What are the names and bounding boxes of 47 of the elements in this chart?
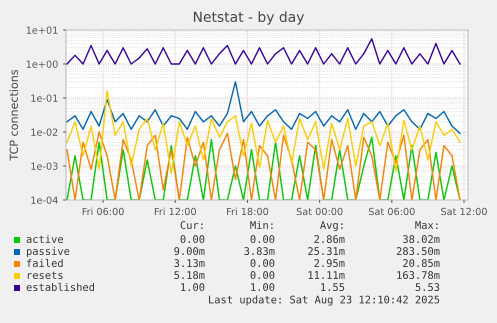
text: 3.83m [244,247,275,256]
text: 0.00 [250,271,274,280]
x-tick-label: Fri 06:00 [82,208,124,216]
legend-label: active [26,234,64,244]
text: 9.00m [174,247,205,256]
text: 1.55 [321,283,344,292]
y-tick-label: 1e-01 [31,94,58,102]
y-tick-label: 1e-04 [31,196,58,204]
text: Min: [250,220,272,229]
chart-title: Netstat - by day [194,11,304,25]
legend-label: resets [28,272,63,280]
text: 0.00 [250,235,274,244]
line-series [66,38,461,65]
text: 1.00 [181,283,204,292]
legend-label: established [26,282,94,292]
x-tick-label: Fri 18:00 [227,208,268,216]
y-tick-label: 1e+00 [26,60,58,68]
text: 20.85m [403,259,440,268]
text: Cur: [180,221,202,230]
text: 5.53 [416,283,440,292]
line-series [66,81,461,134]
text: 11.11m [308,271,345,279]
x-tick-label: Sat 00:00 [296,208,343,216]
text: 0.00 [180,235,204,244]
text: 25.31m [308,247,345,256]
text: 1.00 [251,283,274,292]
x-tick-label: Fri 12:00 [154,208,196,216]
text: Max: [415,221,438,230]
text: 2.86m [314,235,345,244]
line-series [66,90,461,174]
y-axis-title: TCP connections [9,70,18,161]
y-tick-label: 1e-03 [31,162,58,170]
x-tick-label: Sat 12:00 [441,208,487,216]
text: 2.95m [314,259,345,268]
legend-label: passive [26,246,70,258]
text: 163.78m [397,271,440,280]
text: 5.18m [174,271,205,280]
text: 38.02m [403,235,440,244]
y-tick-label: 1e+01 [26,26,58,34]
y-tick-label: 1e-02 [31,128,58,136]
legend-label: failed [26,258,63,268]
text: Last update: Sat Aug 23 12:10:42 2025 [209,295,440,306]
text: 3.13m [174,259,205,268]
text: 0.00 [250,259,274,268]
text: 283.50m [396,247,440,256]
x-tick-label: Sat 06:00 [368,208,415,216]
text: Avg: [320,221,342,232]
